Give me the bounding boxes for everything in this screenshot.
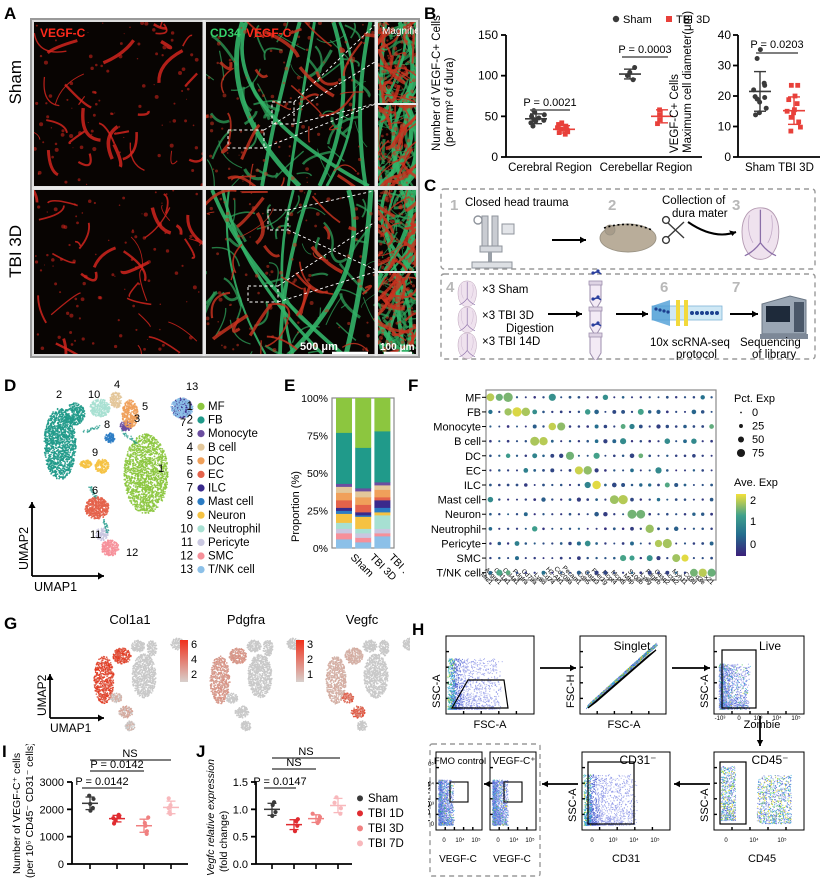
svg-text:Cerebellar Region: Cerebellar Region <box>600 162 693 174</box>
svg-text:P = 0.0021: P = 0.0021 <box>523 97 576 109</box>
panel-label-a: A <box>4 4 16 24</box>
svg-text:6: 6 <box>660 279 668 296</box>
panel-label-c: C <box>424 176 436 196</box>
svg-text:7: 7 <box>732 279 740 296</box>
panel-a-microscopy: VEGF-C CD34 VEGF-C Magnified 500 μm 100 μm <box>30 18 420 358</box>
panel-c-workflow: 1 Closed head trauma 2 3 Collection of dura m… <box>440 188 816 360</box>
svg-text:100 μm: 100 μm <box>380 342 415 353</box>
svg-text:TBI 3D: TBI 3D <box>778 162 814 174</box>
svg-text:Cerebral Region: Cerebral Region <box>508 162 592 174</box>
panel-e-proportions: 100% 75% 50% 25% 0% Proportion (%) Sham TBI 3D T… <box>286 384 404 596</box>
svg-text:CD34: CD34 <box>210 26 241 40</box>
panel-label-e: E <box>284 376 295 396</box>
svg-text:500 μm: 500 μm <box>300 341 338 353</box>
panel-label-b: B <box>424 4 436 24</box>
svg-text:100: 100 <box>478 69 498 83</box>
panel-label-f: F <box>408 376 418 396</box>
panel-label-d: D <box>4 376 16 396</box>
svg-text:Maximum cell diameter(μm): Maximum cell diameter(μm) <box>682 11 694 153</box>
svg-text:×3 TBI 3D: ×3 TBI 3D <box>482 310 534 322</box>
panel-a-row-label-sham: Sham <box>6 60 26 104</box>
panel-label-g: G <box>4 614 17 634</box>
panel-i-chart: 0 1000 2000 3000 Number of VEGF-C⁺ cells (per… <box>6 744 196 888</box>
svg-text:protocol: protocol <box>676 349 717 360</box>
panel-d-umap: 1 2 3 4 5 6 7 8 9 10 11 12 13 UMAP2 UMAP1 1 MF 2 FB 3 Monocy… <box>18 380 283 595</box>
svg-text:Collection of: Collection of <box>662 195 726 207</box>
svg-text:0: 0 <box>491 150 498 164</box>
svg-text:VEGF-C: VEGF-C <box>246 26 292 40</box>
svg-text:Number of VEGF-C+ Cells: Number of VEGF-C+ Cells <box>431 15 443 151</box>
svg-text:Magnified: Magnified <box>382 26 418 37</box>
svg-text:VEGF-C: VEGF-C <box>40 26 86 40</box>
svg-text:Sham: Sham <box>623 14 652 26</box>
svg-text:×3 Sham: ×3 Sham <box>482 284 528 296</box>
svg-text:of library: of library <box>752 349 796 360</box>
svg-text:50: 50 <box>485 109 499 123</box>
svg-text:dura mater: dura mater <box>672 208 728 220</box>
svg-text:(per mm² of dura): (per mm² of dura) <box>444 57 456 147</box>
svg-text:Closed head trauma: Closed head trauma <box>465 197 569 209</box>
svg-text:20: 20 <box>718 89 732 103</box>
svg-text:2: 2 <box>608 197 616 214</box>
svg-text:3: 3 <box>732 197 740 214</box>
svg-text:TBI 3D: TBI 3D <box>676 14 710 26</box>
panel-label-i: I <box>2 742 7 762</box>
svg-text:Sham: Sham <box>745 162 775 174</box>
panel-a-row-label-tbi: TBI 3D <box>6 225 26 278</box>
panel-label-j: J <box>196 742 205 762</box>
panel-g-featureplots: Col1a1642Pdgfra321Vegfc321UMAP2UMAP1 <box>20 612 410 734</box>
panel-f-dotplot: MF FB Monocyte B cell DC EC ILC Mast cell Neuron… <box>412 382 822 600</box>
svg-text:Sequencing: Sequencing <box>740 337 801 349</box>
panel-b-charts: Sham TBI 3D 0 50 100 150 Number of VEGF-C+ Cel… <box>420 10 824 180</box>
svg-text:Digestion: Digestion <box>506 323 554 335</box>
svg-text:30: 30 <box>718 59 732 73</box>
svg-text:150: 150 <box>478 28 498 42</box>
svg-text:40: 40 <box>718 28 732 42</box>
svg-text:VEGF-C+ Cells: VEGF-C+ Cells <box>669 74 681 153</box>
panel-label-h: H <box>412 620 424 640</box>
svg-text:4: 4 <box>446 279 455 296</box>
panel-h-flow: FSC-A SSC-A Singlet FSC-A FSC-H Live Zombie SSC… <box>428 618 824 888</box>
svg-text:P = 0.0003: P = 0.0003 <box>618 44 671 56</box>
panel-j-chart: 0.0 0.5 1.0 1.5 Vegfc relative expression (fo… <box>200 744 428 888</box>
svg-text:P = 0.0203: P = 0.0203 <box>750 39 803 51</box>
svg-text:0: 0 <box>724 150 731 164</box>
svg-text:10: 10 <box>718 120 732 134</box>
svg-text:1: 1 <box>450 197 458 214</box>
svg-text:10x scRNA-seq: 10x scRNA-seq <box>650 337 730 349</box>
svg-text:×3 TBI 14D: ×3 TBI 14D <box>482 336 540 348</box>
